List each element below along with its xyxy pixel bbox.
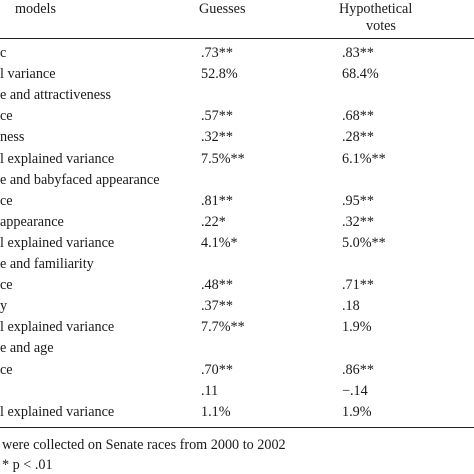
cell-guesses: .70** — [201, 362, 233, 378]
row-label: y — [0, 298, 8, 314]
footnote-data-source: were collected on Senate races from 2000… — [2, 437, 286, 453]
cell-guesses: .11 — [201, 383, 219, 399]
row-label: appearance — [0, 214, 64, 230]
footnote-significance: * p < .01 — [2, 457, 53, 473]
cell-guesses: .32** — [201, 129, 233, 145]
header-rule — [0, 38, 474, 39]
header-col-guesses: Guesses — [199, 1, 246, 17]
cell-votes: 6.1%** — [342, 151, 386, 167]
row-label: e and age — [0, 340, 54, 356]
cell-guesses: 7.7%** — [201, 319, 245, 335]
cell-guesses: .57** — [201, 108, 233, 124]
row-label: e and babyfaced appearance — [0, 172, 160, 188]
row-label: l explained variance — [0, 151, 115, 167]
cell-votes: −.14 — [342, 383, 368, 399]
cell-guesses: .37** — [201, 298, 233, 314]
cell-votes: .95** — [342, 193, 374, 209]
cell-votes: 5.0%** — [342, 235, 386, 251]
cell-votes: .68** — [342, 108, 374, 124]
cell-guesses: 4.1%* — [201, 235, 238, 251]
cell-votes: .86** — [342, 362, 374, 378]
row-label: e and attractiveness — [0, 87, 112, 103]
cell-guesses: 7.5%** — [201, 151, 245, 167]
cell-guesses: .81** — [201, 193, 233, 209]
cell-votes: 1.9% — [342, 404, 372, 420]
cell-guesses: .73** — [201, 45, 233, 61]
row-label: l explained variance — [0, 319, 115, 335]
cell-guesses: .48** — [201, 277, 233, 293]
cell-votes: 1.9% — [342, 319, 372, 335]
cell-votes: .83** — [342, 45, 374, 61]
cell-votes: .28** — [342, 129, 374, 145]
row-label: l explained variance — [0, 404, 115, 420]
cell-votes: .71** — [342, 277, 374, 293]
row-label: ce — [0, 362, 13, 378]
row-label: ce — [0, 277, 13, 293]
cell-guesses: 1.1% — [201, 404, 231, 420]
row-label: l variance — [0, 66, 56, 82]
bottom-rule — [0, 427, 474, 428]
header-col-models: models — [15, 1, 56, 17]
cell-votes: .32** — [342, 214, 374, 230]
cell-votes: 68.4% — [342, 66, 379, 82]
row-label: ce — [0, 193, 13, 209]
header-col-votes-line1: Hypothetical — [339, 1, 413, 17]
cell-votes: .18 — [342, 298, 360, 314]
header-col-votes-line2: votes — [366, 18, 396, 34]
row-label: ce — [0, 108, 13, 124]
row-label: c — [0, 45, 7, 61]
row-label: e and familiarity — [0, 256, 94, 272]
row-label: ness — [0, 129, 25, 145]
cell-guesses: .22* — [201, 214, 226, 230]
cell-guesses: 52.8% — [201, 66, 238, 82]
row-label: l explained variance — [0, 235, 115, 251]
